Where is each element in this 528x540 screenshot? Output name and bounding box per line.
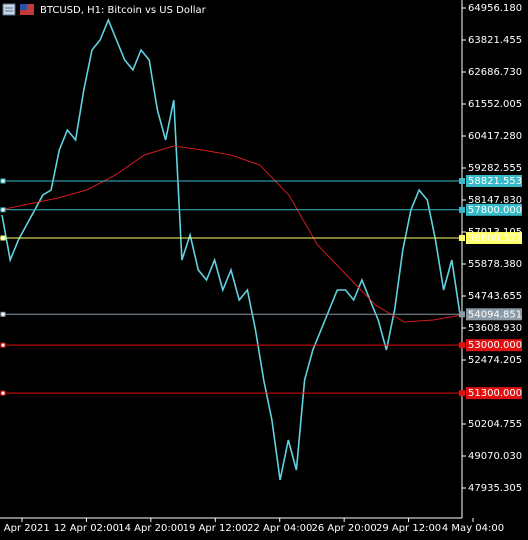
y-tick-label: 47935.305 <box>468 483 522 494</box>
x-tick-label: 14 Apr 20:00 <box>118 523 183 534</box>
x-tick-label: 22 Apr 04:00 <box>247 523 312 534</box>
level-handle <box>0 342 6 348</box>
level-handle <box>0 178 6 184</box>
level-label: 53000.000 <box>468 340 522 351</box>
x-tick-label: 4 May 04:00 <box>442 523 504 534</box>
level-handle <box>459 178 465 185</box>
moving-average <box>0 145 463 323</box>
x-tick-label: 19 Apr 12:00 <box>183 523 248 534</box>
level-label-box <box>466 387 522 400</box>
chart-title: BTCUSD, H1: Bitcoin vs US Dollar <box>40 5 207 16</box>
x-tick-label: 7 Apr 2021 <box>0 523 50 534</box>
level-handle <box>0 207 6 213</box>
y-tick-label: 55878.380 <box>468 259 522 270</box>
level-label-box <box>466 203 522 216</box>
level-label-box <box>466 308 522 321</box>
level-label: 51300.000 <box>468 388 522 399</box>
level-label-box <box>466 175 522 188</box>
level-handle <box>0 311 6 317</box>
y-tick-label: 63821.455 <box>468 35 522 46</box>
y-tick-label: 50204.755 <box>468 419 522 430</box>
y-tick-label: 53608.930 <box>468 323 522 334</box>
level-handle <box>459 311 465 318</box>
price-line <box>1 17 461 481</box>
x-tick-label: 29 Apr 12:00 <box>376 523 441 534</box>
y-tick-label: 49070.030 <box>468 451 522 462</box>
x-tick-label: 26 Apr 20:00 <box>312 523 377 534</box>
level-handle <box>459 342 465 349</box>
y-tick-label: 62686.730 <box>468 67 522 78</box>
symbol-icons <box>2 3 34 16</box>
y-tick-label: 58147.830 <box>468 195 522 206</box>
y-tick-label: 54743.655 <box>468 291 522 302</box>
level-label: 54094.851 <box>468 309 522 320</box>
y-tick-label: 59282.555 <box>468 163 522 174</box>
level-label: 58821.553 <box>468 176 522 187</box>
y-tick-label: 64956.180 <box>468 3 522 14</box>
y-tick-label: 61552.005 <box>468 99 522 110</box>
level-label-box <box>466 232 522 245</box>
level-handle <box>0 390 6 396</box>
level-label: 56800.327 <box>468 233 522 244</box>
level-handle <box>459 390 465 397</box>
level-label-box <box>466 339 522 352</box>
level-handle <box>459 206 465 213</box>
level-handle <box>0 235 6 241</box>
level-label: 57800.000 <box>468 205 522 216</box>
x-tick-label: 12 Apr 02:00 <box>54 523 119 534</box>
y-tick-label: 52474.205 <box>468 355 522 366</box>
level-handle <box>459 235 465 242</box>
y-tick-label: 60417.280 <box>468 131 522 142</box>
